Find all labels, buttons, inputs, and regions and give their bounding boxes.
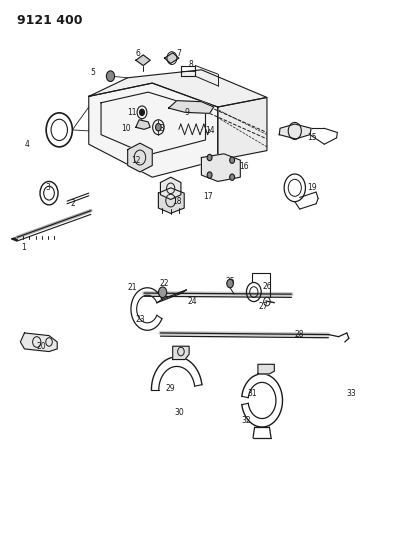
Text: 32: 32 bbox=[242, 416, 251, 425]
Polygon shape bbox=[169, 101, 214, 114]
Polygon shape bbox=[158, 188, 184, 213]
Text: 26: 26 bbox=[262, 282, 272, 291]
Text: 17: 17 bbox=[203, 192, 212, 201]
Circle shape bbox=[155, 124, 161, 131]
Polygon shape bbox=[164, 53, 179, 63]
Text: 18: 18 bbox=[172, 197, 182, 206]
Polygon shape bbox=[218, 98, 267, 160]
Text: 5: 5 bbox=[90, 68, 95, 77]
Text: 25: 25 bbox=[225, 277, 235, 286]
Text: 8: 8 bbox=[189, 60, 194, 69]
Text: 1: 1 bbox=[21, 244, 25, 253]
Circle shape bbox=[207, 172, 212, 178]
Text: 15: 15 bbox=[307, 133, 317, 142]
Polygon shape bbox=[173, 346, 189, 360]
Text: 3: 3 bbox=[45, 183, 50, 192]
Text: 12: 12 bbox=[131, 156, 141, 165]
Text: 28: 28 bbox=[295, 330, 305, 339]
Polygon shape bbox=[279, 124, 311, 139]
Text: 31: 31 bbox=[248, 389, 257, 398]
Text: 13: 13 bbox=[156, 124, 165, 133]
Text: 6: 6 bbox=[136, 50, 140, 58]
Circle shape bbox=[230, 157, 235, 164]
Circle shape bbox=[159, 287, 167, 297]
Text: 30: 30 bbox=[174, 408, 184, 417]
Polygon shape bbox=[136, 120, 150, 130]
Text: 20: 20 bbox=[37, 342, 46, 351]
Circle shape bbox=[207, 155, 212, 161]
Circle shape bbox=[140, 109, 145, 116]
Text: 24: 24 bbox=[187, 296, 197, 305]
Text: 29: 29 bbox=[166, 384, 175, 393]
Polygon shape bbox=[160, 177, 181, 199]
Text: 16: 16 bbox=[240, 162, 249, 171]
Text: 9: 9 bbox=[185, 108, 189, 117]
Polygon shape bbox=[201, 154, 240, 181]
Text: 14: 14 bbox=[205, 126, 215, 135]
Text: 27: 27 bbox=[258, 302, 268, 311]
Polygon shape bbox=[12, 237, 17, 241]
Polygon shape bbox=[89, 70, 267, 107]
Text: 23: 23 bbox=[135, 315, 145, 324]
Polygon shape bbox=[89, 83, 218, 177]
Text: 4: 4 bbox=[25, 140, 30, 149]
Text: 10: 10 bbox=[121, 124, 130, 133]
Polygon shape bbox=[136, 55, 150, 66]
Text: 2: 2 bbox=[70, 199, 75, 208]
Text: 7: 7 bbox=[176, 50, 181, 58]
Text: 9121 400: 9121 400 bbox=[17, 14, 83, 27]
Text: 19: 19 bbox=[307, 183, 317, 192]
Circle shape bbox=[106, 71, 115, 82]
Polygon shape bbox=[128, 143, 152, 172]
Text: 11: 11 bbox=[127, 108, 136, 117]
Circle shape bbox=[227, 279, 233, 288]
Polygon shape bbox=[21, 333, 57, 352]
Text: 33: 33 bbox=[346, 389, 356, 398]
Circle shape bbox=[230, 174, 235, 180]
Text: 22: 22 bbox=[160, 279, 169, 288]
Polygon shape bbox=[258, 365, 274, 374]
Text: 21: 21 bbox=[127, 283, 136, 292]
